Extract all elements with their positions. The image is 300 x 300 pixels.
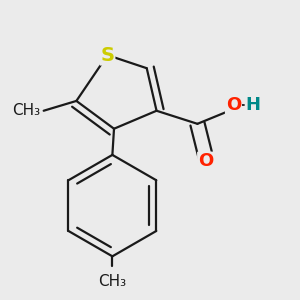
Text: CH₃: CH₃ (98, 274, 126, 289)
Text: O: O (198, 152, 213, 170)
Text: CH₃: CH₃ (12, 103, 40, 118)
Text: O: O (226, 96, 241, 114)
Text: H: H (246, 96, 261, 114)
Text: S: S (100, 46, 115, 64)
